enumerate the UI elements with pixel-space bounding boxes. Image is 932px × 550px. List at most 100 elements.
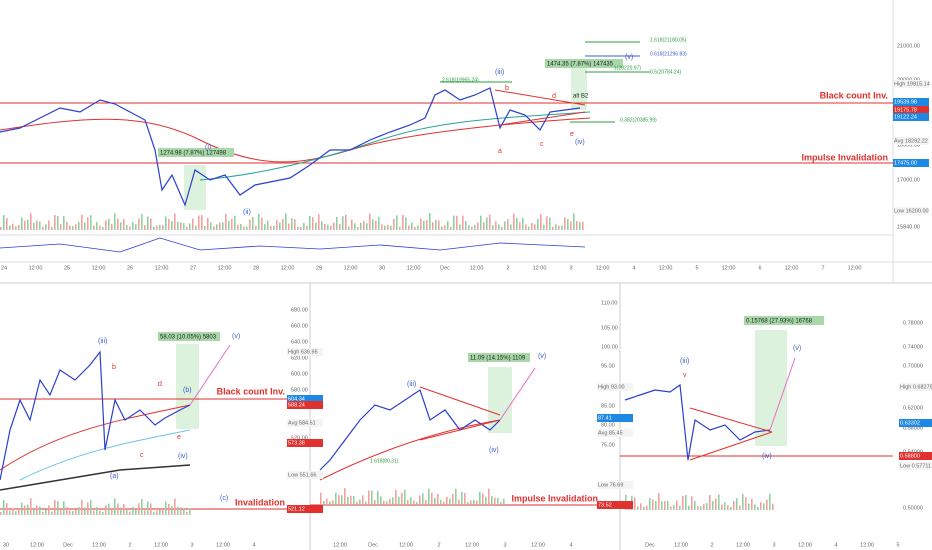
volume-bar — [225, 214, 227, 230]
price-tag-text: Avg 18292.22 — [894, 138, 928, 144]
volume-bar — [330, 226, 332, 230]
volume-bar — [300, 226, 302, 230]
volume-bar — [497, 497, 499, 505]
volume-bar — [354, 223, 356, 230]
volume-bar — [162, 225, 164, 230]
price-tag-text: 17475.00 — [894, 160, 917, 166]
wave-label: b — [112, 364, 116, 371]
volume-bar — [150, 503, 152, 515]
price-tag-text: Low 551.66 — [288, 472, 316, 478]
volume-bar — [0, 227, 2, 230]
volume-bar — [353, 496, 355, 505]
volume-bar — [718, 494, 720, 510]
volume-bar — [727, 505, 729, 510]
volume-bar — [174, 213, 176, 230]
volume-bar — [267, 220, 269, 230]
volume-bar — [434, 497, 436, 505]
price-tag-text: Low 76.69 — [598, 482, 623, 488]
volume-bar — [419, 495, 421, 505]
price-tag-text: High 93.00 — [598, 384, 625, 390]
volume-bar — [462, 215, 464, 230]
time-tick: 2 — [437, 542, 440, 548]
volume-bar — [479, 491, 481, 505]
volume-bar — [402, 214, 404, 230]
volume-bar — [63, 216, 65, 230]
volume-bar — [396, 215, 398, 230]
box-label: 11.09 (14.15%) 1109 — [470, 356, 526, 362]
volume-bar — [333, 222, 335, 230]
volume-bar — [42, 511, 44, 515]
volume-bar — [159, 509, 161, 515]
price-tag — [899, 452, 932, 460]
volume-bar — [51, 511, 53, 515]
volume-bar — [407, 499, 409, 505]
volume-bar — [498, 224, 500, 230]
volume-bar — [467, 501, 469, 505]
volume-bar — [153, 226, 155, 230]
price-tick: 18000.00 — [897, 142, 920, 148]
price-tick: 640.00 — [291, 339, 308, 345]
price-tick: 95.00 — [601, 363, 615, 369]
volume-bar — [549, 217, 551, 230]
price-tag — [287, 471, 323, 479]
volume-bar — [380, 496, 382, 505]
volume-bar — [69, 510, 71, 515]
time-tick: 4 — [834, 542, 837, 548]
volume-bar — [369, 213, 371, 230]
ma — [0, 464, 191, 491]
volume-bar — [66, 221, 68, 230]
volume-bar — [201, 215, 203, 230]
volume-bar — [742, 493, 744, 510]
fib-label: 1.618(80.31) — [370, 458, 399, 464]
price-tick: 0.50000 — [903, 505, 923, 511]
volume-bar — [375, 220, 377, 230]
volume-bar — [410, 497, 412, 505]
volume-bar — [87, 502, 89, 515]
volume-bar — [763, 503, 765, 510]
wave-label: e — [177, 434, 181, 441]
volume-bar — [715, 498, 717, 510]
volume-bar — [444, 225, 446, 230]
volume-bar — [57, 501, 59, 515]
price-tag-text: High 636.95 — [288, 349, 318, 355]
volume-bar — [576, 221, 578, 230]
volume-bar — [429, 213, 431, 230]
volume-bar — [87, 217, 89, 230]
time-tick: 25 — [64, 265, 70, 271]
volume-bar — [507, 219, 509, 230]
volume-bar — [321, 221, 323, 230]
volume-bar — [411, 222, 413, 230]
wave-label: (a) — [110, 473, 119, 480]
volume-bar — [177, 506, 179, 515]
volume-bar — [384, 225, 386, 230]
time-tick: 12:00 — [659, 265, 673, 271]
volume-bar — [150, 218, 152, 230]
volume-bar — [392, 497, 394, 505]
line-label: Black count Inv. — [217, 386, 285, 396]
volume-bar — [760, 502, 762, 510]
time-tick: 12:00 — [29, 265, 43, 271]
price-tag — [899, 383, 932, 391]
volume-bar — [691, 496, 693, 510]
price-tag — [287, 419, 323, 427]
volume-bar — [6, 503, 8, 515]
time-tick: 30 — [379, 265, 385, 271]
volume-bar — [488, 488, 490, 505]
volume-bar — [78, 506, 80, 515]
price-tag-text: 0.63302 — [900, 420, 920, 426]
time-tick: Dec — [440, 265, 450, 271]
volume-bar — [649, 498, 651, 510]
volume-bar — [546, 216, 548, 230]
volume-bar — [102, 226, 104, 230]
time-tick: 7 — [821, 265, 824, 271]
price-tick: 15840.00 — [897, 224, 920, 230]
price — [319, 389, 501, 471]
volume-bar — [390, 225, 392, 230]
volume-bar — [51, 226, 53, 230]
volume-bar — [6, 218, 8, 230]
volume-bar — [326, 498, 328, 505]
volume-bar — [234, 215, 236, 230]
price-tag — [597, 383, 633, 391]
price-tag-text: 73.52 — [598, 502, 612, 508]
volume-bar — [365, 501, 367, 505]
